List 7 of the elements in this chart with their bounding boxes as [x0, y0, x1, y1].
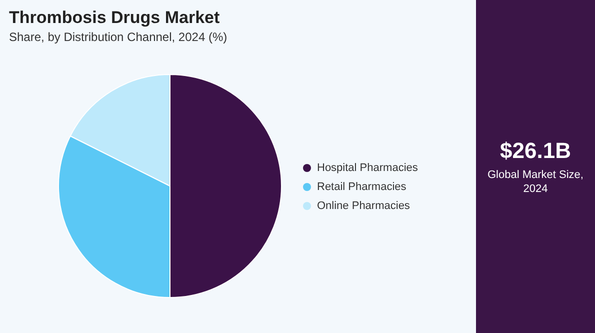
chart-title: Thrombosis Drugs Market [9, 8, 220, 28]
legend-label: Retail Pharmacies [317, 180, 406, 192]
legend-label: Online Pharmacies [317, 200, 410, 212]
chart-subtitle: Share, by Distribution Channel, 2024 (%) [9, 30, 228, 44]
text: Global Market Size, 2024 [486, 168, 584, 196]
text: $26.1B [499, 138, 572, 164]
legend-label: Hospital Pharmacies [317, 162, 418, 174]
